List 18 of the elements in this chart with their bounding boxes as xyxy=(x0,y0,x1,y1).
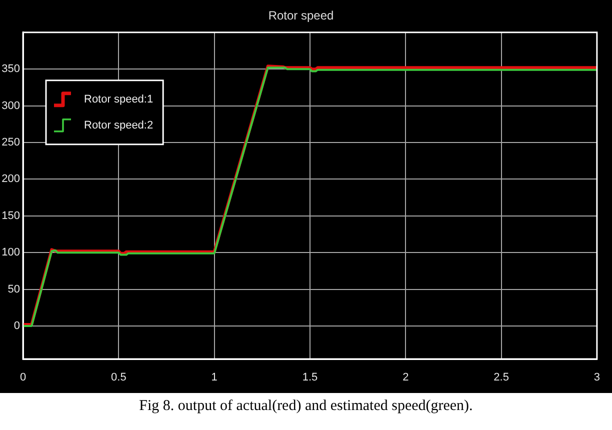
x-tick-label: 1 xyxy=(211,372,218,384)
x-tick-label: 2 xyxy=(402,372,409,384)
y-tick-label: 300 xyxy=(2,100,20,112)
x-tick-label: 0.5 xyxy=(111,372,126,384)
y-tick-label: 0 xyxy=(14,320,20,332)
y-tick-label: 100 xyxy=(2,246,20,259)
y-tick-label: 50 xyxy=(8,283,20,296)
y-tick-label: 250 xyxy=(2,136,20,149)
chart-title: Rotor speed xyxy=(268,8,334,23)
y-tick-label: 150 xyxy=(2,210,20,222)
legend-label: Rotor speed:1 xyxy=(84,93,154,106)
x-tick-label: 2.5 xyxy=(494,372,509,384)
caption: Fig 8. output of actual(red) and estimated speed(green). xyxy=(138,398,474,415)
y-tick-label: 200 xyxy=(2,173,20,186)
legend-label: Rotor speed:2 xyxy=(84,119,154,132)
x-tick-label: 1.5 xyxy=(302,372,318,384)
y-tick-label: 350 xyxy=(2,63,20,76)
x-tick-label: 3 xyxy=(594,372,600,384)
